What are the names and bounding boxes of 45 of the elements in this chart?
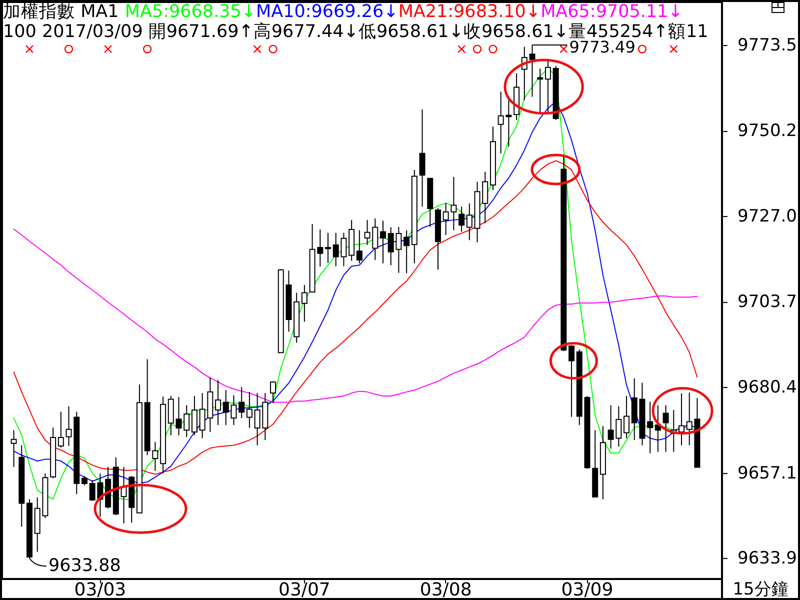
- candlestick: [458, 206, 465, 232]
- chart-title: 加權指數 MA1: [3, 2, 119, 22]
- candlestick: [58, 411, 64, 448]
- line-series: [13, 160, 698, 475]
- annotation: 9633.88: [48, 556, 121, 576]
- candlestick: [568, 344, 575, 418]
- y-tick-label: 9680.4: [738, 378, 797, 398]
- text: MA65:9705.11↓: [540, 2, 683, 22]
- candlestick: [466, 202, 472, 241]
- candlestick: [191, 395, 198, 436]
- candlestick: [537, 68, 544, 114]
- candlestick: [662, 404, 669, 452]
- text: MA21:9683.10↓: [398, 2, 541, 22]
- x-axis-title: 15分鐘: [732, 580, 788, 600]
- candlestick: [356, 230, 362, 264]
- candlestick: [325, 232, 332, 264]
- y-tick-label: 9703.7: [738, 292, 797, 312]
- candlestick: [246, 391, 252, 428]
- candlestick: [238, 386, 245, 419]
- line-series: [13, 228, 698, 403]
- candlestick: [10, 430, 17, 468]
- x-tick-label: 03/09: [561, 580, 614, 600]
- candlestick: [380, 220, 386, 264]
- y-tick-label: 9727.0: [738, 206, 797, 226]
- candlestick: [168, 395, 174, 436]
- candlestick: [301, 284, 308, 322]
- candlestick: [678, 392, 685, 446]
- x-tick-label: 03/03: [74, 580, 126, 600]
- candlestick: [215, 380, 222, 426]
- y-tick-label: 9657.1: [738, 463, 797, 484]
- y-tick-label: 9633.9: [738, 548, 797, 569]
- text: MA5:9668.35↓: [124, 2, 256, 22]
- y-tick-label: 9773.5: [738, 36, 797, 56]
- candlestick: [81, 476, 88, 486]
- y-tick-label: 9750.2: [738, 121, 797, 142]
- text: MA10:9669.26↓: [256, 2, 398, 22]
- candlestick: [647, 401, 654, 454]
- candlestick: [404, 230, 410, 274]
- candlestick: [270, 380, 276, 404]
- candlestick: [419, 108, 426, 208]
- x-tick-label: 03/08: [420, 580, 472, 600]
- candlestick: [624, 395, 630, 439]
- candlestick: [529, 44, 536, 98]
- candlestick: [544, 60, 551, 114]
- x-tick-label: 03/07: [278, 580, 330, 600]
